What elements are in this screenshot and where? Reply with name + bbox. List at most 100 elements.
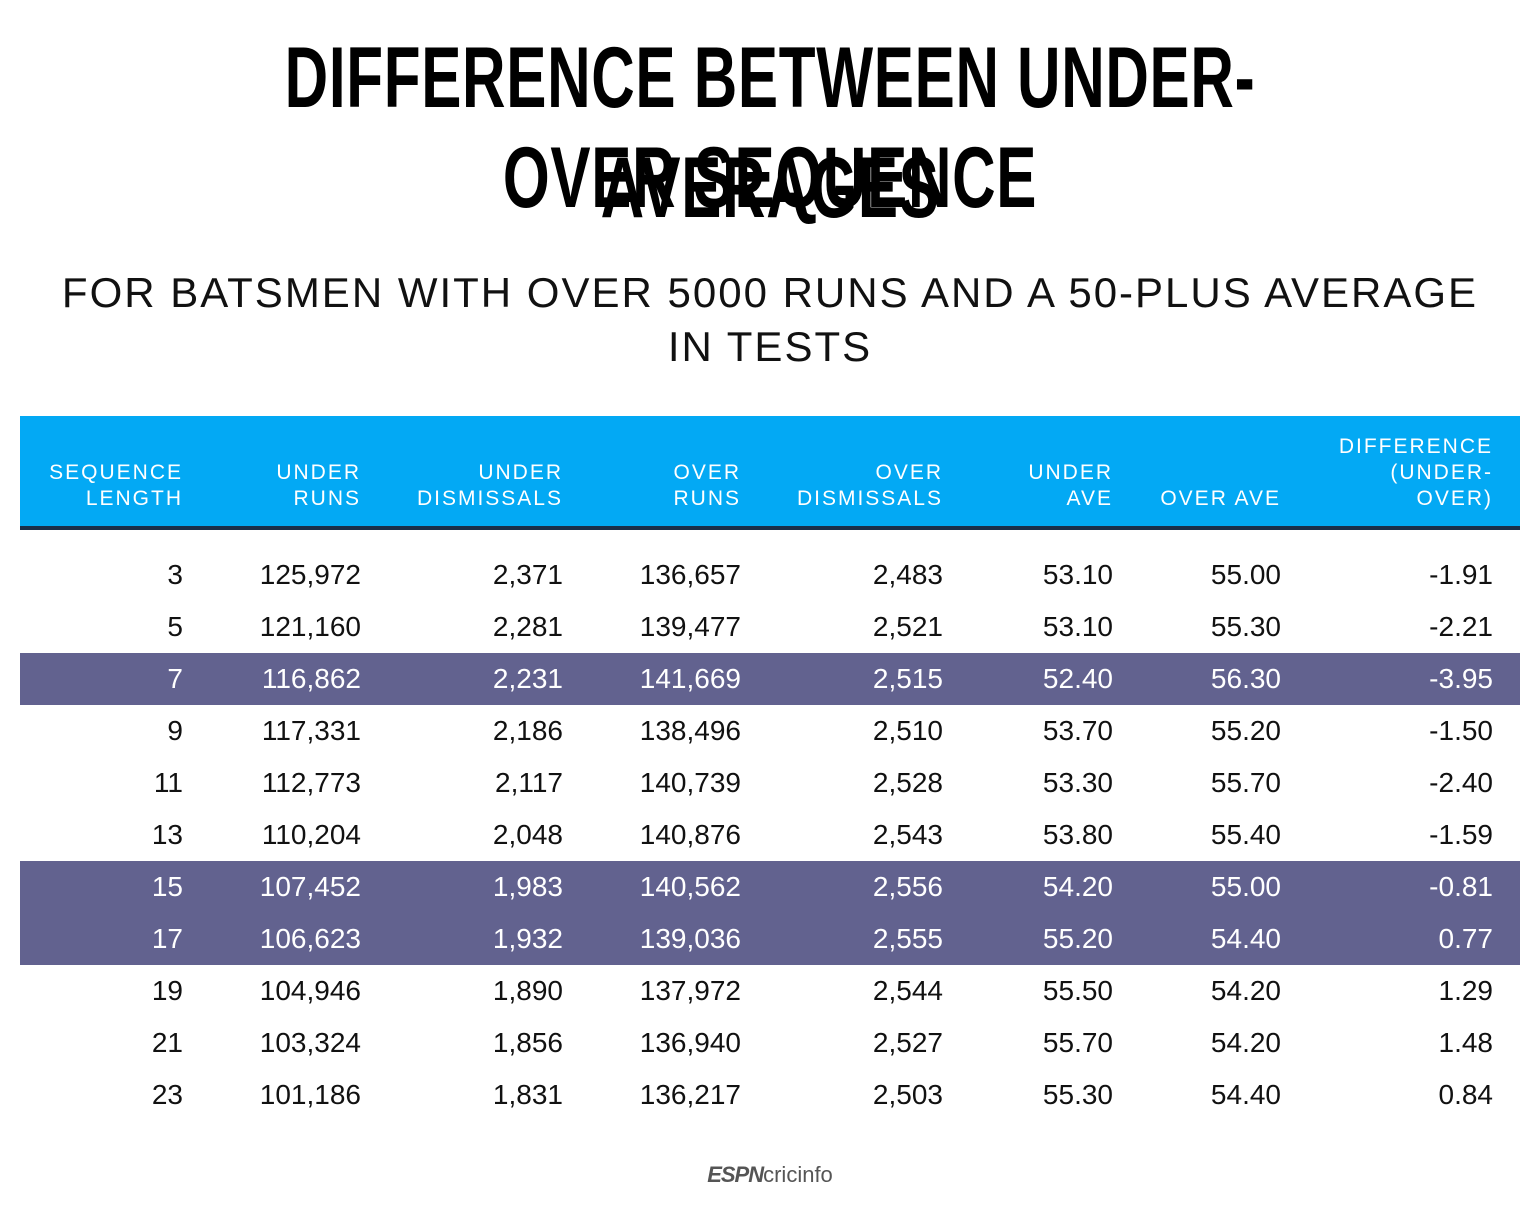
table-cell: 52.40 (1042, 663, 1113, 694)
header-line: DISMISSALS (796, 487, 943, 510)
column-header: DIFFERENCE (UNDER- OVER) (1291, 416, 1493, 512)
table-cell: 1.29 (1438, 975, 1494, 1006)
column-header: SEQUENCE LENGTH (20, 416, 183, 512)
header-line: OVER AVE (1160, 487, 1281, 510)
table-cell: 54.40 (1210, 1079, 1281, 1110)
table-cell: 2,543 (872, 819, 943, 850)
table-cell: 137,972 (639, 975, 741, 1006)
table-cell: 21 (151, 1027, 183, 1058)
header-line: (UNDER- (1390, 461, 1493, 484)
row-highlight (20, 861, 1520, 913)
table-cell: 2,515 (872, 663, 943, 694)
table-cell: 112,773 (261, 767, 361, 798)
title-line: AVERAGES (600, 140, 940, 236)
table-cell: 2,544 (872, 975, 943, 1006)
table-cell: 117,331 (261, 715, 361, 746)
table-cell: 55.70 (1210, 767, 1281, 798)
row-highlight (20, 913, 1520, 965)
column-header: UNDER DISMISSALS (371, 416, 563, 512)
table-cell: 101,186 (259, 1079, 361, 1110)
table-cell: 136,657 (639, 559, 741, 590)
table-cell: 2,281 (492, 611, 563, 642)
table-cell: 17 (151, 923, 183, 954)
table-cell: 103,324 (259, 1027, 361, 1058)
table-cell: 125,972 (259, 559, 361, 590)
table-cell: 2,503 (872, 1079, 943, 1110)
column-header: UNDER AVE (953, 416, 1113, 512)
table-cell: 140,562 (639, 871, 741, 902)
table-cell: 55.50 (1042, 975, 1113, 1006)
table-cell: 139,477 (639, 611, 741, 642)
table-cell: 2,048 (492, 819, 563, 850)
header-line: SEQUENCE (49, 461, 183, 484)
table-cell: 110,204 (261, 819, 361, 850)
column-header: UNDER RUNS (193, 416, 361, 512)
table-cell: -1.50 (1429, 715, 1493, 746)
table-cell: 136,940 (639, 1027, 741, 1058)
table-cell: 53.80 (1042, 819, 1113, 850)
table-cell: -2.21 (1429, 611, 1493, 642)
column-header: OVER AVE (1123, 416, 1281, 512)
table-cell: 55.00 (1210, 871, 1281, 902)
table-cell: 2,528 (872, 767, 943, 798)
table-cell: 55.70 (1042, 1027, 1113, 1058)
table-cell: 1,856 (492, 1027, 563, 1058)
table-cell: 138,496 (639, 715, 741, 746)
subtitle-line: IN TESTS (667, 323, 873, 370)
table-cell: 55.40 (1210, 819, 1281, 850)
table-cell: 23 (151, 1079, 183, 1110)
table-cell: 1,983 (492, 871, 563, 902)
table-cell: 2,555 (872, 923, 943, 954)
product: cricinfo (763, 1162, 833, 1187)
table-cell: 139,036 (639, 923, 741, 954)
header-line: UNDER (1028, 461, 1113, 484)
footer-logo: ESPNcricinfo (0, 1162, 1540, 1188)
table-cell: 53.70 (1042, 715, 1113, 746)
table-cell: 2,231 (492, 663, 563, 694)
table-cell: 7 (167, 663, 183, 694)
brand: ESPN (707, 1162, 764, 1187)
table-cell: 55.30 (1042, 1079, 1113, 1110)
table-cell: 0.84 (1438, 1079, 1494, 1110)
table-cell: 107,452 (259, 871, 361, 902)
table-cell: 55.20 (1210, 715, 1281, 746)
table-cell: -1.91 (1429, 559, 1493, 590)
row-highlight (20, 653, 1520, 705)
table-cell: 2,483 (872, 559, 943, 590)
table-cell: -1.59 (1429, 819, 1493, 850)
table-cell: 11 (153, 767, 183, 798)
header-line: AVE (1066, 487, 1113, 510)
header-line: OVER (673, 461, 741, 484)
table-cell: 55.30 (1210, 611, 1281, 642)
table-cell: 1,890 (492, 975, 563, 1006)
column-header: OVER DISMISSALS (751, 416, 943, 512)
subtitle-line: FOR BATSMEN WITH OVER 5000 RUNS AND A 50… (61, 269, 1479, 316)
header-line: DIFFERENCE (1338, 435, 1493, 458)
column-header: OVER RUNS (573, 416, 741, 512)
table-cell: 53.30 (1042, 767, 1113, 798)
table-cell: 19 (151, 975, 183, 1006)
table-cell: 2,186 (492, 715, 563, 746)
table-cell: -3.95 (1429, 663, 1493, 694)
table-cell: 55.20 (1042, 923, 1113, 954)
header-line: OVER (875, 461, 943, 484)
table-cell: 140,739 (639, 767, 741, 798)
header-line: RUNS (293, 487, 361, 510)
header-line: RUNS (673, 487, 741, 510)
table-cell: 2,371 (492, 559, 563, 590)
header-line: DISMISSALS (416, 487, 563, 510)
table-cell: 121,160 (259, 611, 361, 642)
header-line: OVER) (1416, 487, 1493, 510)
table-cell: 2,521 (872, 611, 943, 642)
table-cell: 0.77 (1438, 923, 1494, 954)
table-cell: 136,217 (639, 1079, 741, 1110)
table-cell: 2,510 (872, 715, 943, 746)
table-cell: 2,527 (872, 1027, 943, 1058)
table-cell: 3 (167, 559, 183, 590)
table-cell: 104,946 (259, 975, 361, 1006)
table-cell: 1.48 (1438, 1027, 1494, 1058)
table-cell: 2,117 (495, 767, 563, 798)
table-cell: 9 (167, 715, 183, 746)
header-line: UNDER (276, 461, 361, 484)
table-cell: 106,623 (259, 923, 361, 954)
